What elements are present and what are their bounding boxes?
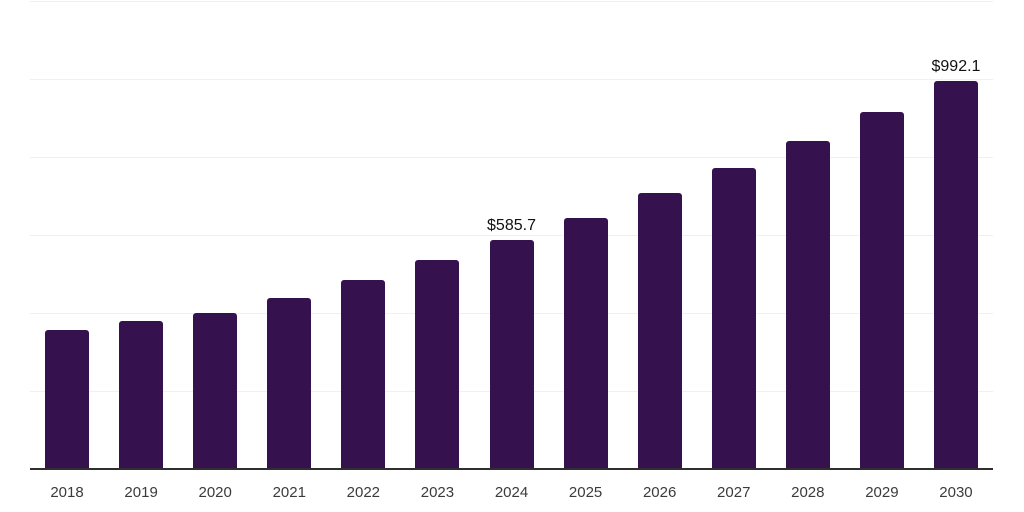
- gridline-600: [30, 235, 993, 236]
- bar-band-2026: [623, 0, 697, 468]
- bar-2022: [341, 280, 386, 468]
- bar-band-2022: [326, 0, 400, 468]
- x-tick-label-2023: 2023: [420, 484, 455, 501]
- bar-band-2029: [845, 0, 919, 468]
- gridline-800: [30, 157, 993, 158]
- bar-band-2021: [252, 0, 326, 468]
- bar-2030: $992.1: [932, 58, 980, 468]
- x-tick-label-2028: 2028: [791, 484, 825, 501]
- bar-2021: [267, 297, 312, 468]
- bar-band-2023: [400, 0, 474, 468]
- bars: $585.7 $992.1: [30, 0, 993, 468]
- x-axis-line: [30, 468, 993, 470]
- gridline-1000: [30, 79, 993, 80]
- bar-2018: [45, 330, 90, 468]
- bar-2019: [119, 320, 164, 468]
- bar-band-2028: [771, 0, 845, 468]
- x-tick-label-2018: 2018: [50, 484, 84, 501]
- bar-2026: [637, 192, 682, 468]
- bar-band-2025: [549, 0, 623, 468]
- bar-band-2020: [178, 0, 252, 468]
- bar-2025: [563, 217, 608, 468]
- bar-value-label-2030: $992.1: [931, 58, 981, 76]
- plot-area: $585.7 $992.1: [30, 0, 993, 470]
- x-tick-label-2027: 2027: [717, 484, 751, 501]
- x-tick-label-2030: 2030: [939, 484, 973, 501]
- x-tick-label-2025: 2025: [568, 484, 603, 501]
- bar-2023: [415, 259, 460, 468]
- bar-value-label-2024: $585.7: [487, 216, 536, 234]
- bar-band-2027: [697, 0, 771, 468]
- bar-band-2019: [104, 0, 178, 468]
- bar-band-2018: [30, 0, 104, 468]
- x-tick-label-2021: 2021: [272, 484, 306, 501]
- x-tick-label-2026: 2026: [642, 484, 677, 501]
- bar-2020: [193, 312, 238, 468]
- x-tick-label-2022: 2022: [346, 484, 381, 501]
- x-tick-label-2024: 2024: [494, 484, 529, 501]
- gridline-1200: [30, 1, 993, 2]
- x-tick-label-2029: 2029: [865, 484, 899, 501]
- x-axis-labels: 2018 2019 2020 2021 2022 2023 2024 2025 2026 2027…: [30, 470, 993, 501]
- bar-2027: [711, 167, 756, 468]
- x-tick-label-2019: 2019: [124, 484, 158, 501]
- bar-2028: [785, 140, 830, 468]
- bar-band-2030: $992.1: [919, 0, 993, 468]
- bar-band-2024: $585.7: [474, 0, 548, 468]
- bar-2024: $585.7: [487, 217, 536, 468]
- bar-2029: [859, 111, 904, 468]
- x-tick-label-2020: 2020: [198, 484, 232, 501]
